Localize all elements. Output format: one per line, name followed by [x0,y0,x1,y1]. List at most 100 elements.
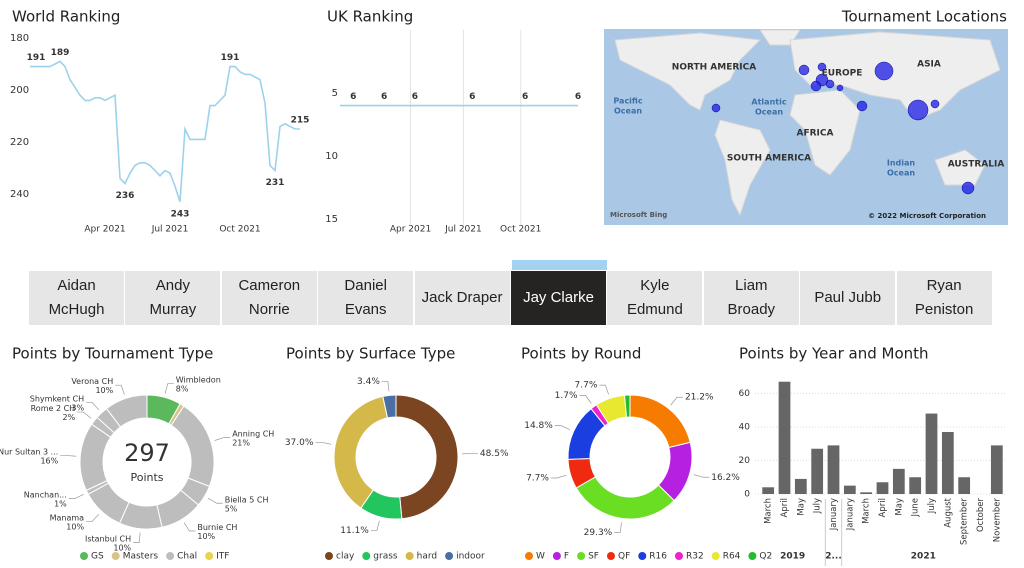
legend-label: grass [373,552,398,562]
data-label: 6 [469,92,475,102]
map-attribution: © 2022 Microsoft Corporation [868,212,986,220]
slice-label: Burnie CH 10% [197,523,237,541]
group-label: 2019 [780,552,805,562]
data-label: 6 [412,92,418,102]
bar [827,445,840,494]
legend-marker [577,552,586,560]
player-button[interactable]: Jack Draper [414,271,510,325]
player-button[interactable]: Andy Murray [125,271,221,325]
bar [990,445,1003,494]
leader-line [133,532,141,543]
leader-line [315,441,332,445]
x-tick-label: Oct 2021 [500,225,541,235]
x-tick-label: Oct 2021 [219,225,260,235]
slice-name: Istanbul CH [85,534,131,543]
bar [958,477,971,494]
center-value: 297 [124,439,170,467]
data-label: 191 [221,53,240,63]
bar [811,448,824,494]
legend-marker [748,552,757,560]
data-label: 6 [522,92,528,102]
legend-label: ITF [216,552,229,562]
data-label: 6 [350,92,356,102]
y-tick-label: 20 [739,456,751,466]
legend-marker [80,552,88,560]
x-tick-label: Jul 2021 [444,225,482,235]
player-button[interactable]: Ryan Peniston [896,271,992,325]
data-label: 231 [266,178,285,188]
slice-label: 37.0% [285,438,314,448]
legend-marker [674,552,683,560]
bar [860,492,873,494]
slice-label: 3.4% [357,377,380,387]
leader-line [579,395,592,404]
slice-value: 10% [66,522,84,531]
leader-line [614,522,622,533]
slice [382,394,397,419]
leader-line [207,497,223,504]
y-tick-label: 200 [10,85,29,96]
leader-line [115,384,125,395]
slice-name: Nanchan... [24,490,67,499]
x-tick-label: March [764,498,774,524]
leader-line [60,455,77,457]
slice-label: Nanchan... 1% [24,490,67,508]
slice-label: 21.2% [685,393,714,403]
y-tick-label: 240 [10,189,29,200]
line [30,60,300,203]
slice-label: 7.7% [526,473,549,483]
legend-label: indoor [456,552,485,562]
x-tick-label: Apr 2021 [390,225,431,235]
chart-title: World Ranking [12,8,120,26]
leader-line [550,474,567,479]
map-label: AUSTRALIA [948,160,1005,170]
x-tick-label: January [845,498,855,531]
legend-label: R32 [686,552,704,562]
x-tick-label: March [862,498,872,524]
legend-marker [606,552,615,560]
bar [925,413,938,494]
player-button[interactable]: Daniel Evans [318,271,414,325]
y-tick-label: 180 [10,33,29,44]
player-button[interactable]: Aidan McHugh [29,271,124,325]
player-button[interactable]: Paul Jubb [800,271,896,325]
slice-name: Shymkent CH [30,394,84,403]
slice-label: Shymkent CH 3% [30,394,85,412]
legend-label: QF [618,552,630,562]
slice [395,394,459,520]
slice-label: Wimbledon 8% [176,375,221,393]
slice-value: 1% [54,499,67,508]
bar [762,487,775,494]
player-button[interactable]: Cameron Norrie [221,271,317,325]
map-label: Indian [887,159,916,168]
slice-name: Wimbledon [176,375,221,384]
data-label: 6 [381,92,387,102]
slice-name: Burnie CH [197,523,237,532]
map-label: SOUTH AMERICA [727,154,811,164]
map-attribution: Microsoft Bing [610,211,667,219]
land [934,149,986,186]
leader-line [554,425,571,430]
x-tick-label: August [943,497,953,527]
leader-line [68,493,84,500]
bar [778,381,791,494]
legend-label: W [536,552,545,562]
land [789,31,1001,121]
slice-value: 16% [40,456,58,465]
slice-name: Rome 2 CH [31,404,76,413]
group-label: 2021 [911,552,936,562]
x-tick-label: May [894,498,904,516]
player-button[interactable]: Jay Clarke [511,271,606,325]
slice-name: Manama [50,513,85,522]
chart-title: Points by Surface Type [286,345,455,363]
bar [941,431,954,494]
group-label: 2... [825,552,842,562]
y-tick-label: 40 [739,422,751,432]
slice-value: 3% [71,403,84,412]
player-button[interactable]: Kyle Edmund [607,271,703,325]
y-tick-label: 10 [325,151,338,162]
player-button[interactable]: Liam Broady [703,271,799,325]
legend-marker [166,552,175,560]
map: NORTH AMERICA EUROPE ASIA Pacific Ocean … [604,29,1008,225]
